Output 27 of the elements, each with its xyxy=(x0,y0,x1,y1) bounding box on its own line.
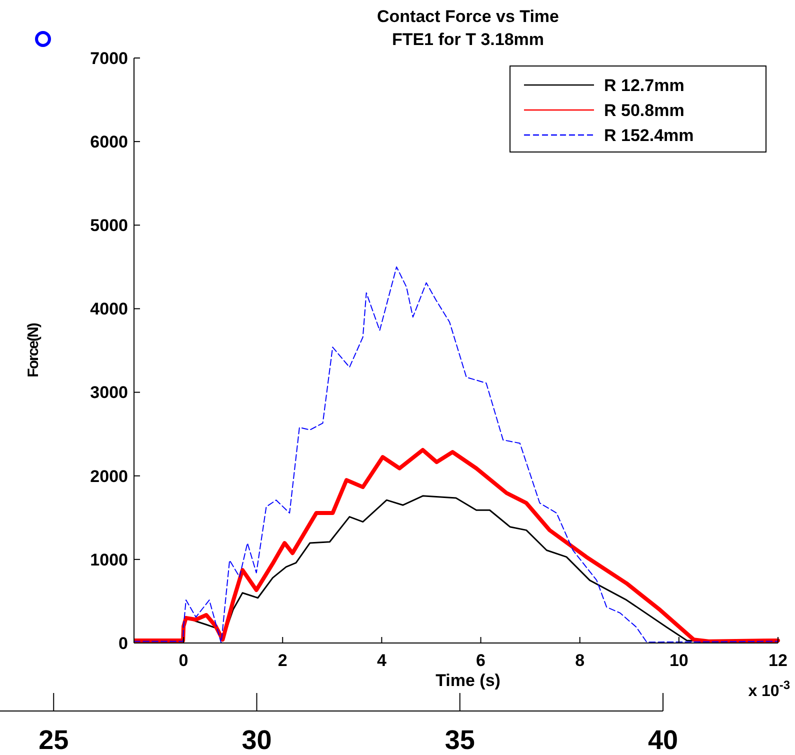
x-tick-label: 2 xyxy=(278,651,288,670)
y-tick-label: 6000 xyxy=(90,132,128,152)
y-tick-label: 0 xyxy=(118,634,128,653)
x2-tick-label: 35 xyxy=(444,725,475,755)
y-tick-label: 7000 xyxy=(90,48,128,68)
x-tick-label: 10 xyxy=(669,651,688,670)
text: x 10$^{-3}$ xyxy=(748,678,790,700)
y-tick-label: 2000 xyxy=(90,466,128,486)
legend-label: R 50.8mm xyxy=(604,100,684,120)
x-tick-label: 8 xyxy=(575,651,585,670)
legend-label: R 12.7mm xyxy=(604,76,684,95)
x2-tick-label: 25 xyxy=(38,725,69,755)
y-tick-label: 1000 xyxy=(90,550,128,570)
legend-label: R 152.4mm xyxy=(604,126,694,145)
chart-subtitle: FTE1 for T 3.18mm xyxy=(392,30,544,49)
x-tick-label: 4 xyxy=(376,651,387,670)
y-axis-title: Force(N) xyxy=(25,322,42,378)
y-tick-label: 4000 xyxy=(90,300,128,319)
x-axis-title: Time (s) xyxy=(436,671,500,690)
chart-title: Contact Force vs Time xyxy=(376,7,560,26)
x-tick-label: 6 xyxy=(476,651,486,670)
x2-tick-label: 30 xyxy=(242,725,272,755)
x-tick-label: 12 xyxy=(768,651,788,670)
y-tick-label: 3000 xyxy=(90,383,128,402)
x-tick-label: 0 xyxy=(178,651,188,670)
x2-tick-label: 40 xyxy=(648,725,678,755)
y-tick-label: 5000 xyxy=(90,216,128,236)
